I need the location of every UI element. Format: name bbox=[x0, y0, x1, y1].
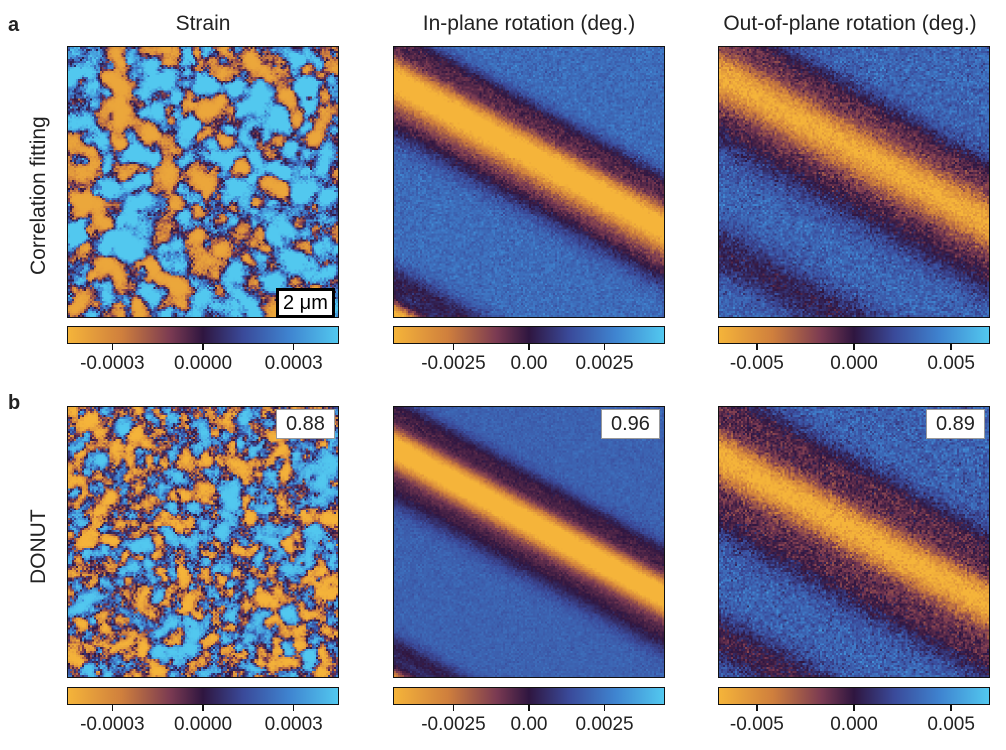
colorbar-tick-label: 0.0003 bbox=[264, 353, 323, 374]
colorbar-tick-label: 0.005 bbox=[927, 714, 975, 735]
heatmap-b-strain bbox=[67, 406, 339, 678]
colorbar-tick bbox=[111, 344, 114, 350]
correlation-value-strain: 0.88 bbox=[276, 409, 335, 439]
colorbar-tick bbox=[292, 705, 295, 711]
colorbar-tick bbox=[853, 705, 855, 711]
colorbar-tick bbox=[452, 344, 455, 350]
colorbar-a-inplane bbox=[393, 326, 665, 344]
row-label-donut: DONUT bbox=[27, 509, 50, 584]
column-title-out-of-plane: Out-of-plane rotation (deg.) bbox=[723, 12, 977, 35]
colorbar-tick bbox=[528, 344, 530, 350]
colorbar-a-strain bbox=[67, 326, 339, 344]
colorbar-tick-label: 0.00 bbox=[510, 714, 548, 735]
colorbar-tick bbox=[202, 705, 204, 711]
colorbar-tick bbox=[528, 705, 530, 711]
colorbar-tick bbox=[756, 705, 758, 711]
heatmap-a-inplane bbox=[393, 46, 665, 318]
colorbar-b-inplane bbox=[393, 687, 665, 705]
colorbar-tick-label: -0.005 bbox=[729, 714, 784, 735]
heatmap-image bbox=[719, 47, 989, 317]
colorbar-tick-label: -0.0025 bbox=[421, 714, 486, 735]
colorbar-tick-label: 0.0000 bbox=[173, 714, 233, 735]
colorbar-tick bbox=[853, 344, 855, 350]
colorbar-tick bbox=[603, 705, 606, 711]
column-title-strain: Strain bbox=[175, 12, 231, 35]
colorbar-b-strain bbox=[67, 687, 339, 705]
colorbar-tick-label: 0.0003 bbox=[264, 714, 323, 735]
heatmap-image bbox=[719, 407, 989, 677]
colorbar-tick-label: 0.000 bbox=[830, 353, 878, 374]
colorbar-tick bbox=[452, 705, 455, 711]
colorbar-tick-label: 0.000 bbox=[830, 714, 878, 735]
heatmap-a-outplane bbox=[718, 46, 990, 318]
correlation-value-inplane: 0.96 bbox=[601, 409, 660, 439]
colorbar-tick-label: 0.00 bbox=[510, 353, 548, 374]
colorbar-tick-label: -0.0003 bbox=[80, 353, 145, 374]
heatmap-b-outplane bbox=[718, 406, 990, 678]
heatmap-image bbox=[394, 47, 664, 317]
colorbar-tick-label: 0.0000 bbox=[173, 353, 233, 374]
colorbar-tick bbox=[603, 344, 606, 350]
colorbar-tick bbox=[292, 344, 295, 350]
colorbar-tick bbox=[202, 344, 204, 350]
colorbar-tick bbox=[950, 344, 952, 350]
heatmap-b-inplane bbox=[393, 406, 665, 678]
panel-letter-a: a bbox=[8, 14, 20, 36]
heatmap-image bbox=[68, 407, 338, 677]
heatmap-image bbox=[394, 407, 664, 677]
scale-bar-label: 2 μm bbox=[276, 288, 335, 318]
column-title-in-plane: In-plane rotation (deg.) bbox=[422, 12, 636, 35]
row-label-correlation: Correlation fitting bbox=[27, 116, 50, 275]
colorbar-tick-label: -0.0003 bbox=[80, 714, 145, 735]
panel-letter-b: b bbox=[8, 392, 21, 414]
heatmap-image bbox=[68, 47, 338, 317]
colorbar-tick-label: 0.005 bbox=[927, 353, 975, 374]
colorbar-tick-label: -0.005 bbox=[729, 353, 784, 374]
correlation-value-outplane: 0.89 bbox=[926, 409, 985, 439]
colorbar-tick-label: -0.0025 bbox=[421, 353, 486, 374]
colorbar-tick bbox=[950, 705, 952, 711]
colorbar-tick-label: 0.0025 bbox=[575, 353, 634, 374]
colorbar-tick-label: 0.0025 bbox=[575, 714, 634, 735]
heatmap-a-strain bbox=[67, 46, 339, 318]
colorbar-tick bbox=[756, 344, 758, 350]
colorbar-tick bbox=[111, 705, 114, 711]
colorbar-b-outplane bbox=[718, 687, 990, 705]
colorbar-a-outplane bbox=[718, 326, 990, 344]
